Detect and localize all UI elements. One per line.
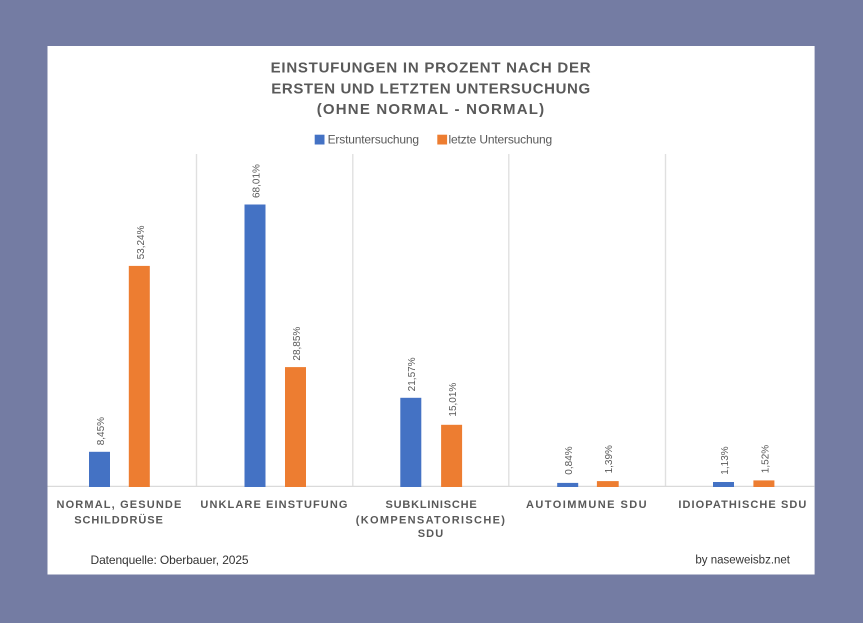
svg-text:0,84%: 0,84%: [564, 446, 575, 474]
svg-text:53,24%: 53,24%: [136, 225, 147, 259]
svg-text:by naseweisbz.net: by naseweisbz.net: [695, 555, 790, 567]
svg-text:1,52%: 1,52%: [760, 445, 771, 473]
svg-text:ERSTEN UND LETZTEN UNTERSUCHUN: ERSTEN UND LETZTEN UNTERSUCHUNG: [271, 81, 590, 98]
svg-text:15,01%: 15,01%: [448, 383, 459, 417]
svg-text:68,01%: 68,01%: [251, 164, 262, 198]
svg-text:(OHNE NORMAL - NORMAL): (OHNE NORMAL - NORMAL): [317, 101, 546, 118]
svg-text:SCHILDDRÜSE: SCHILDDRÜSE: [74, 513, 164, 526]
svg-text:(KOMPENSATORISCHE): (KOMPENSATORISCHE): [356, 514, 506, 526]
svg-text:Datenquelle: Oberbauer, 2025: Datenquelle: Oberbauer, 2025: [91, 553, 249, 567]
svg-text:SUBKLINISCHE: SUBKLINISCHE: [386, 499, 478, 511]
svg-text:1,13%: 1,13%: [720, 446, 731, 474]
svg-text:28,85%: 28,85%: [292, 327, 303, 361]
svg-text:letzte Untersuchung: letzte Untersuchung: [449, 133, 553, 147]
svg-text:UNKLARE EINSTUFUNG: UNKLARE EINSTUFUNG: [200, 499, 348, 511]
svg-text:EINSTUFUNGEN IN PROZENT NACH D: EINSTUFUNGEN IN PROZENT NACH DER: [271, 59, 592, 76]
svg-text:1,39%: 1,39%: [604, 445, 615, 473]
svg-text:21,57%: 21,57%: [407, 357, 418, 391]
svg-text:AUTOIMMUNE SDU: AUTOIMMUNE SDU: [526, 499, 648, 511]
svg-text:Erstuntersuchung: Erstuntersuchung: [328, 133, 419, 147]
svg-text:8,45%: 8,45%: [96, 417, 107, 445]
svg-text:SDU: SDU: [418, 528, 445, 540]
svg-text:NORMAL, GESUNDE: NORMAL, GESUNDE: [56, 499, 182, 511]
svg-text:IDIOPATHISCHE SDU: IDIOPATHISCHE SDU: [678, 499, 807, 511]
